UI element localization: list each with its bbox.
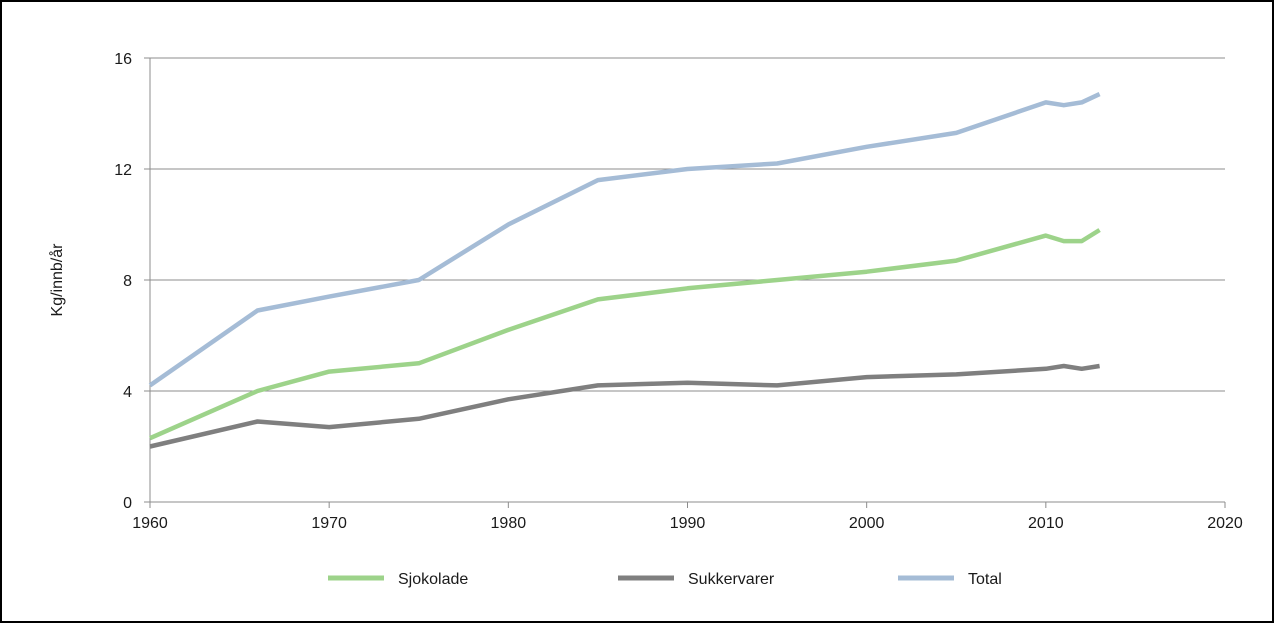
- x-tick-label: 2010: [1028, 515, 1064, 532]
- series-lines: [148, 92, 1101, 449]
- legend-label-sjokolade: Sjokolade: [398, 571, 468, 588]
- y-axis-title: Kg/innb/år: [48, 243, 66, 317]
- y-tick-label: 12: [114, 162, 132, 179]
- legend-label-sukkervarer: Sukkervarer: [688, 571, 775, 588]
- series-line-sjokolade: [149, 228, 1101, 441]
- x-tick-label: 1970: [311, 515, 347, 532]
- series-line-sukkervarer: [149, 363, 1100, 449]
- x-tick-label: 1990: [670, 515, 706, 532]
- y-tick-label: 16: [114, 51, 132, 68]
- axes: 0 4 8 12 16 1960 1970 1980 1990 2000 2010 2020: [114, 51, 1243, 532]
- y-tick-label: 4: [123, 384, 132, 401]
- legend-label-total: Total: [968, 571, 1002, 588]
- x-tick-label: 1980: [491, 515, 527, 532]
- y-tick-label: 0: [123, 495, 132, 512]
- x-tick-label: 1960: [132, 515, 168, 532]
- x-tick-label: 2020: [1207, 515, 1243, 532]
- gridlines: [150, 57, 1225, 392]
- x-tick-label: 2000: [849, 515, 885, 532]
- legend: Sjokolade Sukkervarer Total: [328, 571, 1002, 588]
- series-line-total: [148, 92, 1101, 388]
- y-tick-label: 8: [123, 273, 132, 290]
